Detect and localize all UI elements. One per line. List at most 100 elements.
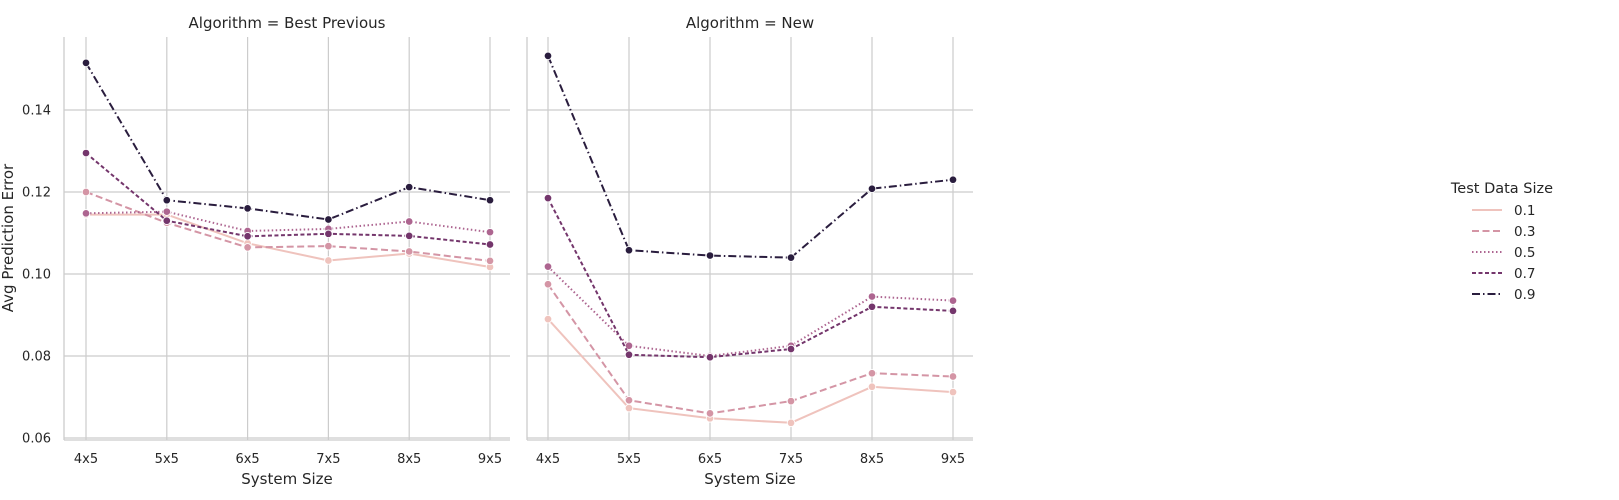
x-tick-label: 7x5: [316, 452, 340, 467]
data-point: [624, 350, 634, 360]
series-0.3: [543, 280, 958, 418]
panel-best-previous: Algorithm = Best Previous System Size 0.…: [22, 14, 510, 488]
x-axis-label-new: System Size: [704, 470, 796, 488]
data-point: [867, 184, 877, 193]
x-tick-label: 8x5: [397, 452, 421, 467]
series-line: [547, 197, 954, 359]
y-tick-label: 0.08: [22, 350, 51, 365]
legend-label: 0.7: [1514, 266, 1535, 282]
data-point: [543, 314, 553, 324]
data-point: [485, 240, 495, 249]
x-tick-label: 5x5: [155, 452, 179, 467]
data-point: [485, 256, 495, 266]
legend-item: 0.5: [1472, 245, 1535, 261]
data-point: [867, 292, 877, 301]
series-line: [85, 210, 491, 234]
data-point: [624, 245, 634, 255]
legend-label: 0.1: [1514, 203, 1535, 219]
data-point: [948, 387, 958, 397]
data-point: [786, 418, 796, 428]
data-point: [624, 341, 634, 351]
data-point: [162, 216, 172, 225]
series-line: [547, 283, 954, 415]
x-tick-label: 9x5: [478, 452, 502, 467]
series-line: [85, 62, 491, 221]
series-line: [85, 152, 491, 246]
data-point: [948, 372, 958, 381]
data-point: [81, 148, 91, 158]
series-line: [547, 318, 954, 424]
legend-label: 0.9: [1514, 287, 1535, 303]
data-point: [162, 195, 172, 205]
data-point: [624, 403, 634, 413]
panel-title-new: Algorithm = New: [686, 14, 814, 32]
x-tick-label: 6x5: [235, 452, 259, 467]
series-0.9: [81, 58, 495, 224]
data-point: [867, 382, 877, 392]
data-point: [543, 280, 553, 289]
panel-new: Algorithm = New System Size 4x5 5x5 6x5 7x5…: [526, 14, 973, 488]
legend-label: 0.5: [1514, 245, 1535, 261]
x-tick-label: 7x5: [779, 452, 803, 467]
data-point: [324, 256, 333, 265]
data-point: [948, 306, 958, 316]
x-tick-label: 6x5: [698, 452, 722, 467]
data-point: [324, 215, 333, 224]
data-point: [243, 232, 252, 241]
legend-label: 0.3: [1514, 224, 1535, 240]
x-tick-label: 4x5: [74, 452, 98, 467]
x-tick-label: 8x5: [860, 452, 884, 467]
grid: [527, 37, 973, 440]
data-point: [81, 58, 91, 68]
data-point: [324, 229, 333, 239]
legend-item: 0.9: [1472, 287, 1535, 303]
data-point: [705, 352, 715, 362]
data-point: [948, 175, 958, 184]
series-0.9: [543, 51, 958, 262]
data-point: [485, 227, 495, 237]
series-line: [86, 213, 491, 268]
grid: [64, 37, 510, 440]
data-point: [404, 231, 414, 241]
data-point: [243, 243, 252, 252]
data-point: [404, 182, 414, 192]
data-point: [543, 51, 553, 61]
data-point: [243, 204, 252, 213]
data-point: [81, 209, 91, 218]
data-point: [867, 368, 877, 378]
data-point: [485, 195, 495, 205]
x-axis-label-best-previous: System Size: [241, 470, 333, 488]
series-0.3: [81, 187, 495, 266]
y-tick-label: 0.12: [22, 186, 51, 201]
data-point: [705, 251, 715, 260]
series-line: [547, 265, 954, 357]
y-tick-label: 0.14: [22, 104, 51, 119]
data-point: [948, 296, 958, 305]
data-point: [624, 396, 634, 405]
panel-title-best-previous: Algorithm = Best Previous: [189, 14, 386, 32]
data-point: [786, 396, 796, 406]
data-point: [162, 207, 172, 216]
data-point: [543, 262, 553, 271]
legend-item: 0.3: [1472, 224, 1535, 240]
series-line: [547, 55, 954, 259]
legend-item: 0.7: [1472, 266, 1535, 282]
legend-item: 0.1: [1472, 203, 1535, 219]
series-0.5: [81, 207, 495, 237]
data-point: [404, 247, 414, 256]
y-tick-label: 0.06: [22, 432, 51, 447]
data-point: [81, 187, 91, 197]
series-0.7: [543, 193, 958, 362]
data-point: [786, 344, 796, 354]
x-tick-label: 5x5: [617, 452, 641, 467]
data-point: [786, 253, 796, 262]
x-tick-label: 9x5: [941, 452, 965, 467]
data-point: [867, 302, 877, 312]
series-line: [85, 191, 491, 262]
series-0.1: [543, 314, 958, 428]
data-point: [543, 193, 553, 203]
x-tick-label: 4x5: [536, 452, 560, 467]
y-axis-label: Avg Prediction Error: [0, 163, 17, 312]
series-0.5: [543, 262, 958, 361]
